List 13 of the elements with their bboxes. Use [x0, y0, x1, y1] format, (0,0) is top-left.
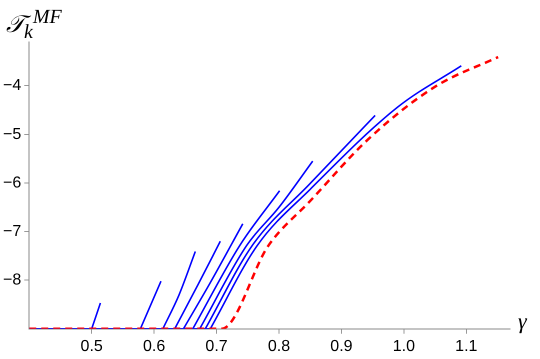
- y-tick-label: −8: [2, 272, 22, 289]
- x-tick-label: 0.9: [330, 338, 353, 355]
- x-tick-label: 1.0: [392, 338, 416, 355]
- x-axis-title: γ: [518, 308, 528, 334]
- x-tick-label: 0.7: [205, 338, 228, 355]
- x-tick-label: 0.6: [142, 338, 166, 355]
- x-tick-label: 0.8: [268, 338, 290, 355]
- y-tick-label: −6: [2, 174, 22, 192]
- y-tick-label: −7: [2, 222, 22, 240]
- y-tick-label: −4: [2, 77, 22, 94]
- y-tick-label: −5: [2, 126, 22, 143]
- x-tick-label: 1.1: [455, 338, 478, 355]
- x-tick-label: 0.5: [80, 338, 103, 355]
